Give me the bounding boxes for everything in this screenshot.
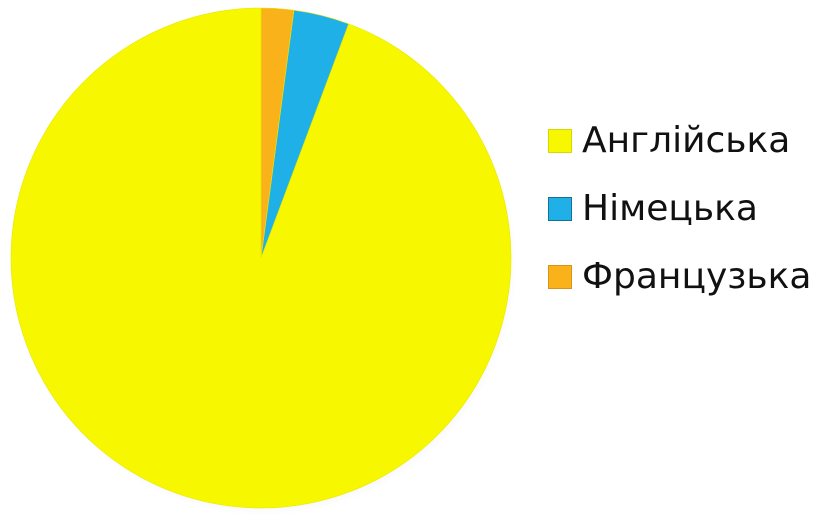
legend-swatch-english	[548, 129, 572, 153]
legend-item-english: Англійська	[548, 118, 811, 164]
legend-label-english: Англійська	[582, 120, 791, 161]
pie-slices	[10, 7, 512, 509]
legend-label-german: Німецька	[582, 188, 758, 229]
legend-label-french: Французька	[582, 256, 812, 297]
legend-swatch-french	[548, 265, 572, 289]
legend: Англійська Німецька Французька	[548, 118, 811, 300]
legend-swatch-german	[548, 197, 572, 221]
legend-item-french: Французька	[548, 254, 811, 300]
legend-item-german: Німецька	[548, 186, 811, 232]
pie-slice-french	[260, 7, 295, 259]
